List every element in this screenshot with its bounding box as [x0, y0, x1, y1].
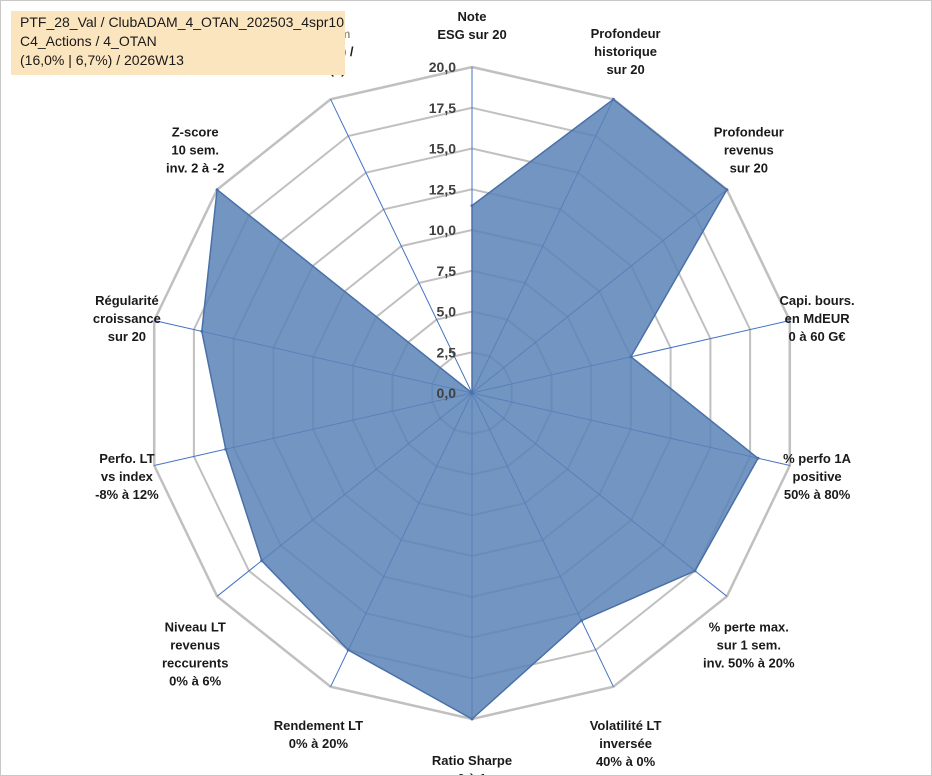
axis-label: Note ESG sur 20	[437, 9, 506, 42]
data-point	[215, 188, 219, 192]
axis-label: Niveau LT revenus reccurents 0% à 6%	[162, 620, 228, 689]
series-area	[201, 98, 759, 720]
tick-label: 17,5	[429, 100, 456, 116]
data-point	[346, 648, 350, 652]
axis-label: Profondeur historique sur 20	[591, 26, 661, 77]
data-point	[611, 97, 615, 101]
tick-label: 12,5	[429, 181, 456, 197]
axis-label: Volatilité LT inversée 40% à 0%	[590, 718, 662, 769]
data-point	[200, 329, 204, 333]
tick-label: 7,5	[437, 263, 457, 279]
axis-labels: Note ESG sur 20 Profondeur historique sur 20…	[93, 9, 855, 776]
data-point	[470, 391, 474, 395]
tick-label: 0,0	[437, 385, 457, 401]
axis-label: Perfo. LT vs index -8% à 12%	[95, 451, 159, 502]
tick-label: 10,0	[429, 222, 456, 238]
tick-label: 5,0	[437, 304, 457, 320]
axis-label: Profondeur revenus sur 20	[714, 124, 784, 175]
axis-label: Régularité croissance sur 20	[93, 293, 161, 344]
data-point	[260, 559, 264, 563]
info-line-1: PTF_28_Val / ClubADAM_4_OTAN_202503_4spr…	[20, 14, 344, 30]
data-point	[693, 569, 697, 573]
axis-spoke	[330, 99, 473, 394]
data-series	[200, 97, 760, 721]
data-point	[470, 204, 474, 208]
data-point	[725, 188, 729, 192]
data-point	[756, 456, 760, 460]
data-point	[629, 355, 633, 359]
tick-label: 15,0	[429, 141, 456, 157]
axis-label: Ratio Sharpe0 à 1	[432, 753, 512, 776]
axis-label: Capi. bours. en MdEUR 0 à 60 G€	[780, 293, 855, 344]
axis-label: Z-score 10 sem. inv. 2 à -2	[166, 124, 224, 175]
data-point	[224, 447, 228, 451]
data-point	[470, 717, 474, 721]
tick-label: 2,5	[437, 344, 457, 360]
tick-labels: 0,0 2,5 5,0 7,5 10,0 12,5 15,0 17,5 20,0	[429, 59, 456, 401]
data-point	[580, 619, 584, 623]
info-line-2: C4_Actions / 4_OTAN	[20, 33, 157, 49]
axis-label: Rendement LT 0% à 20%	[274, 718, 363, 751]
info-box: PTF_28_Val / ClubADAM_4_OTAN_202503_4spr…	[11, 11, 345, 75]
axis-label: % perfo 1A positive 50% à 80%	[783, 451, 852, 502]
axis-label: % perte max. sur 1 sem. inv. 50% à 20%	[703, 620, 795, 671]
tick-label: 20,0	[429, 59, 456, 75]
info-line-3: (16,0% | 6,7%) / 2026W13	[20, 52, 184, 68]
